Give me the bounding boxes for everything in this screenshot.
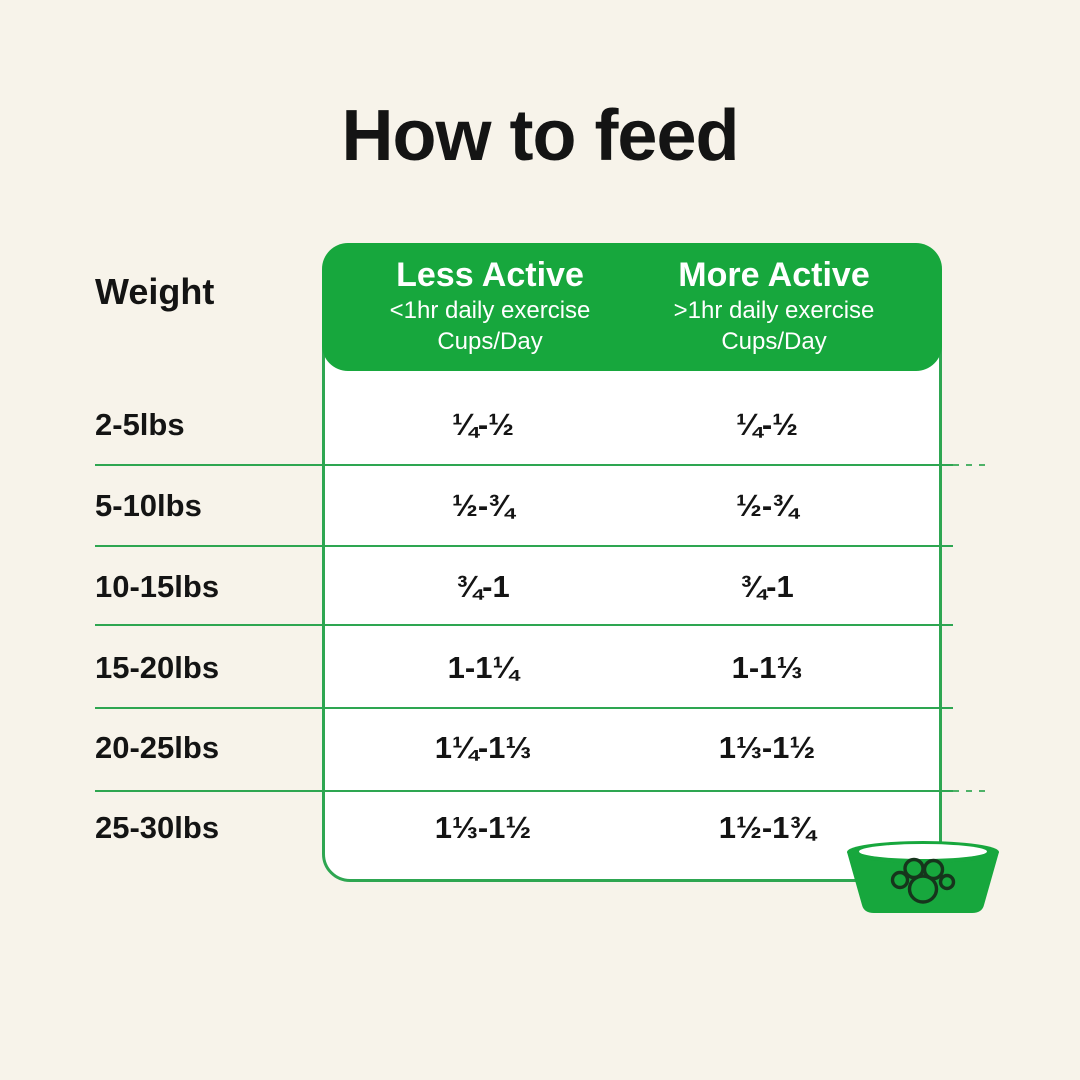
row-separator xyxy=(95,464,953,466)
feeding-table-body xyxy=(322,300,942,882)
more-active-value: 1½-1¾ xyxy=(718,810,816,845)
row-separator xyxy=(95,790,953,792)
more-active-value: ½-¾ xyxy=(735,488,799,523)
weight-column-header: Weight xyxy=(95,271,215,312)
less-active-value: ¾-1 xyxy=(456,569,510,604)
more-active-title: More Active xyxy=(678,256,870,294)
feeding-table-header: Less Active <1hr daily exercise Cups/Day… xyxy=(322,243,942,371)
more-active-value: 1⅓-1½ xyxy=(718,730,816,765)
more-active-value: ¼-½ xyxy=(735,407,799,442)
row-separator-overshoot xyxy=(953,464,991,466)
less-active-subtitle: <1hr daily exercise xyxy=(389,297,591,324)
more-active-subtitle: >1hr daily exercise xyxy=(673,297,875,324)
less-active-value: 1¼-1⅓ xyxy=(434,730,532,765)
dog-bowl-paw-icon xyxy=(847,841,999,913)
less-active-value: 1-1¼ xyxy=(447,650,519,685)
more-active-value: ¾-1 xyxy=(740,569,794,604)
weight-label: 5-10lbs xyxy=(95,488,202,523)
less-active-value: 1⅓-1½ xyxy=(434,810,532,845)
less-active-title: Less Active xyxy=(396,256,584,294)
row-separator xyxy=(95,545,953,547)
weight-label: 25-30lbs xyxy=(95,810,220,845)
less-active-value: ¼-½ xyxy=(451,407,515,442)
more-active-value: 1-1⅓ xyxy=(731,650,803,685)
row-separator xyxy=(95,707,953,709)
paw-icon xyxy=(890,857,956,904)
less-active-value: ½-¾ xyxy=(451,488,515,523)
row-separator xyxy=(95,624,953,626)
weight-label: 20-25lbs xyxy=(95,730,220,765)
row-separator-overshoot xyxy=(953,790,991,792)
less-active-unit: Cups/Day xyxy=(437,328,543,355)
more-active-unit: Cups/Day xyxy=(721,328,827,355)
column-header-more-active: More Active >1hr daily exercise Cups/Day xyxy=(632,255,916,371)
weight-label: 15-20lbs xyxy=(95,650,220,685)
page-title: How to feed xyxy=(341,96,740,176)
weight-label: 2-5lbs xyxy=(95,407,185,442)
column-header-less-active: Less Active <1hr daily exercise Cups/Day xyxy=(348,255,632,371)
weight-label: 10-15lbs xyxy=(95,569,220,604)
